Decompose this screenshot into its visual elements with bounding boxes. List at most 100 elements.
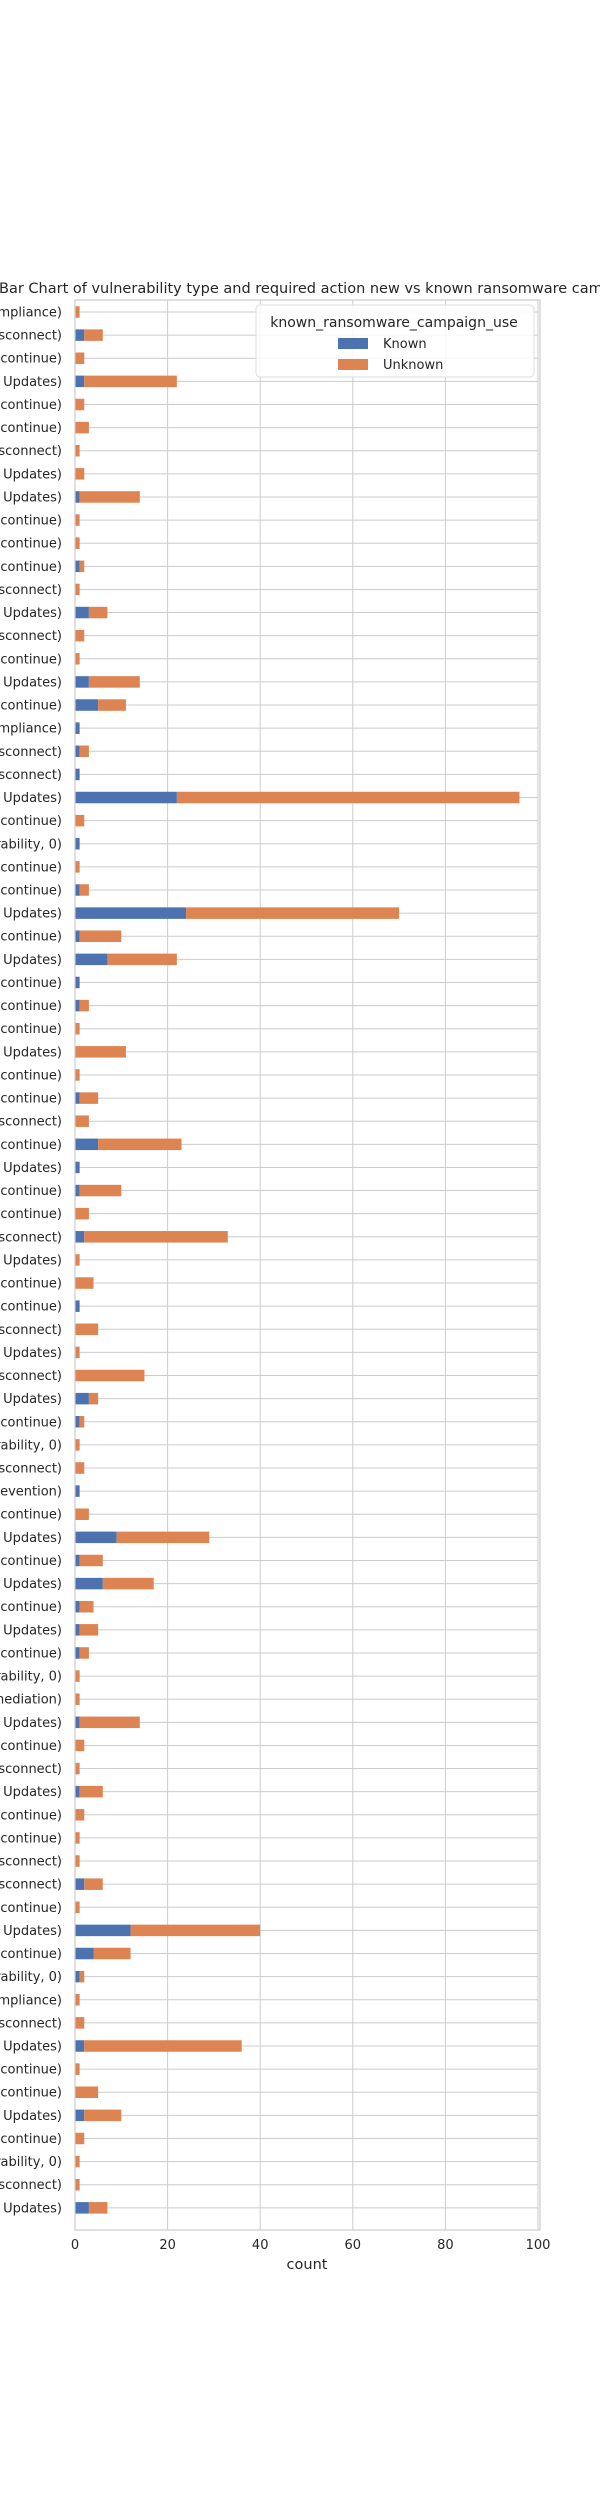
y-tick-label: sconnect) [0, 1323, 62, 1338]
bar-unknown [75, 1762, 80, 1775]
y-tick-label: continue) [0, 1092, 62, 1107]
bar-unknown [75, 1693, 80, 1705]
y-tick-label: sconnect) [0, 1855, 62, 1870]
y-tick-label: sconnect) [0, 629, 62, 644]
y-tick-label: Updates) [3, 1716, 62, 1731]
gridlines [74, 300, 539, 2230]
x-tick-label: 60 [345, 2238, 362, 2253]
bar-unknown [75, 2017, 85, 2029]
y-tick-label: sconnect) [0, 1115, 62, 1130]
y-tick-label: sconnect) [0, 768, 62, 783]
bar-unknown [88, 1392, 99, 1405]
bar-unknown [84, 375, 177, 388]
y-tick-label: continue) [0, 560, 62, 575]
bar-unknown [102, 1577, 154, 1590]
bar-unknown [79, 1600, 94, 1613]
bar-known [75, 1947, 94, 1960]
bar-unknown [79, 1416, 85, 1428]
bar-unknown [75, 1369, 145, 1382]
bar-known [75, 1577, 103, 1590]
bar-unknown [79, 1624, 99, 1636]
y-tick-label: continue) [0, 1831, 62, 1846]
bar-unknown [79, 1716, 140, 1729]
bar-unknown [75, 2178, 80, 2191]
bar-known [75, 722, 80, 734]
bar-unknown [75, 352, 85, 364]
bar-unknown [75, 2155, 80, 2168]
bar-unknown [79, 1970, 85, 1983]
bar-unknown [75, 444, 80, 457]
y-tick-label: Updates) [3, 1785, 62, 1800]
y-tick-label: Updates) [3, 1531, 62, 1546]
y-tick-label: mpliance) [0, 306, 62, 321]
bar-unknown [75, 1832, 80, 1844]
y-tick-label: Updates) [3, 675, 62, 690]
bar-known [75, 1184, 80, 1197]
bar-unknown [75, 1254, 80, 1266]
bar-unknown [75, 537, 80, 549]
bar-unknown [79, 1092, 99, 1104]
y-tick-label: continue) [0, 1207, 62, 1222]
bar-known [75, 999, 80, 1012]
x-tick-labels: 0 20 40 60 80 100 [71, 2238, 551, 2253]
bar-known [75, 1300, 80, 1312]
bar-unknown [75, 2132, 85, 2145]
bar-unknown [75, 1115, 89, 1127]
y-tick-label: sconnect) [0, 444, 62, 459]
bar-known [75, 884, 80, 896]
y-tick-label: Updates) [3, 953, 62, 968]
bar-unknown [75, 1739, 85, 1752]
y-tick-label: continue) [0, 1739, 62, 1754]
y-tick-label: sconnect) [0, 1369, 62, 1384]
bar-known [75, 1092, 80, 1104]
y-tick-label: sconnect) [0, 2178, 62, 2193]
y-tick-label: sconnect) [0, 1762, 62, 1777]
bar-known [75, 768, 80, 781]
y-tick-label: nediation) [0, 1693, 62, 1708]
bar-known [75, 560, 80, 573]
y-tick-label: continue) [0, 999, 62, 1014]
y-tick-label: continue) [0, 1508, 62, 1523]
bar-unknown [79, 560, 85, 573]
y-tick-labels: mpliance) sconnect) continue) Updates) conti… [0, 306, 62, 2217]
bar-unknown [88, 2202, 108, 2214]
y-tick-label: sconnect) [0, 1878, 62, 1893]
bar-unknown [75, 468, 85, 480]
x-tick-label: 40 [252, 2238, 269, 2253]
y-tick-label: continue) [0, 1138, 62, 1153]
bar-known [75, 976, 80, 989]
y-tick-label: Updates) [3, 1045, 62, 1060]
y-tick-label: sconnect) [0, 1230, 62, 1245]
y-tick-label: sconnect) [0, 1462, 62, 1477]
bar-unknown [75, 1069, 80, 1081]
bar-known [75, 1485, 80, 1497]
y-tick-label: Updates) [3, 375, 62, 390]
y-tick-label: mpliance) [0, 722, 62, 737]
bar-known [75, 1554, 80, 1567]
bar-unknown [75, 1277, 94, 1289]
bar-known [75, 1392, 89, 1405]
bar-unknown [88, 606, 108, 619]
bar-unknown [79, 999, 89, 1012]
bar-unknown [75, 1901, 80, 1914]
bar-known [75, 491, 80, 503]
y-tick-label: mpliance) [0, 1993, 62, 2008]
bar-unknown [75, 2063, 80, 2075]
y-tick-label: Updates) [3, 1161, 62, 1176]
bar-known [75, 907, 187, 919]
bar-unknown [98, 699, 126, 711]
y-tick-label: continue) [0, 1022, 62, 1037]
y-tick-label: rability, 0) [0, 837, 62, 852]
bar-unknown [79, 1647, 89, 1659]
y-tick-label: continue) [0, 1600, 62, 1615]
bar-unknown [75, 1346, 80, 1359]
bar-unknown [79, 884, 89, 896]
y-tick-label: Updates) [3, 467, 62, 482]
legend-label-known: Known [383, 337, 427, 352]
bar-unknown [79, 930, 122, 942]
x-tick-label: 20 [159, 2238, 176, 2253]
chart-title: Bar Chart of vulnerability type and requ… [0, 281, 600, 297]
y-tick-label: Updates) [3, 2201, 62, 2216]
bar-unknown [75, 814, 85, 827]
